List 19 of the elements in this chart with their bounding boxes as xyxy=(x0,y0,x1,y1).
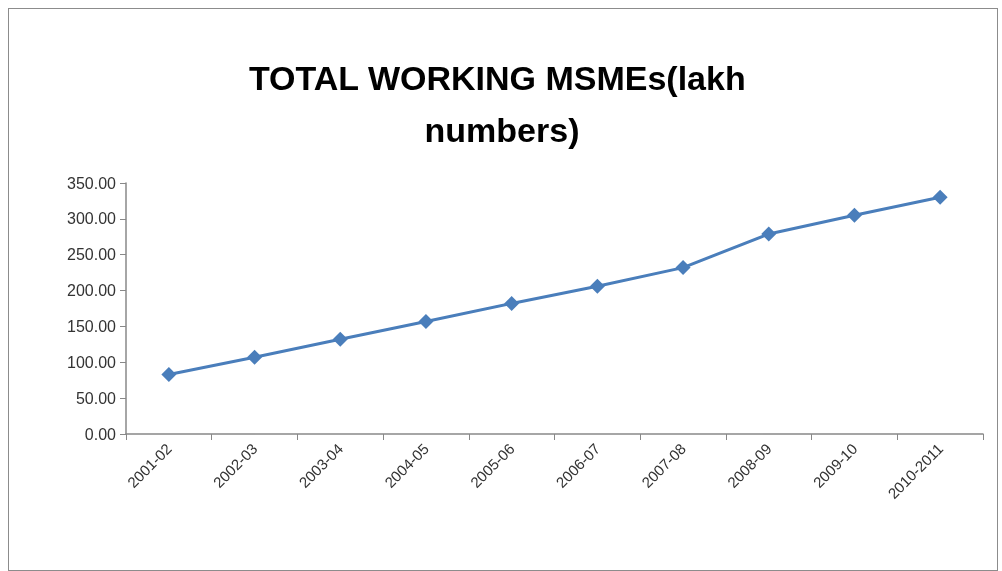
point xyxy=(846,207,862,223)
chart-title: TOTAL WORKING MSMEs(lakh numbers) xyxy=(248,59,756,149)
point xyxy=(504,295,520,311)
y-tick-label: 0.00 xyxy=(84,425,117,443)
point xyxy=(761,226,777,242)
y-tick-label: 150.00 xyxy=(67,317,117,335)
y-tick-label: 300.00 xyxy=(67,210,117,228)
y-tick-label: 200.00 xyxy=(67,282,117,300)
point xyxy=(161,366,177,382)
point xyxy=(589,278,605,294)
point xyxy=(247,349,263,365)
y-tick-label: 350.00 xyxy=(67,174,117,192)
y-tick-label: 250.00 xyxy=(67,246,117,264)
point xyxy=(418,313,434,329)
point xyxy=(932,189,948,205)
point xyxy=(332,331,348,347)
y-tick-label: 50.00 xyxy=(75,389,117,407)
point xyxy=(675,260,691,276)
y-tick-label: 100.00 xyxy=(67,353,117,371)
